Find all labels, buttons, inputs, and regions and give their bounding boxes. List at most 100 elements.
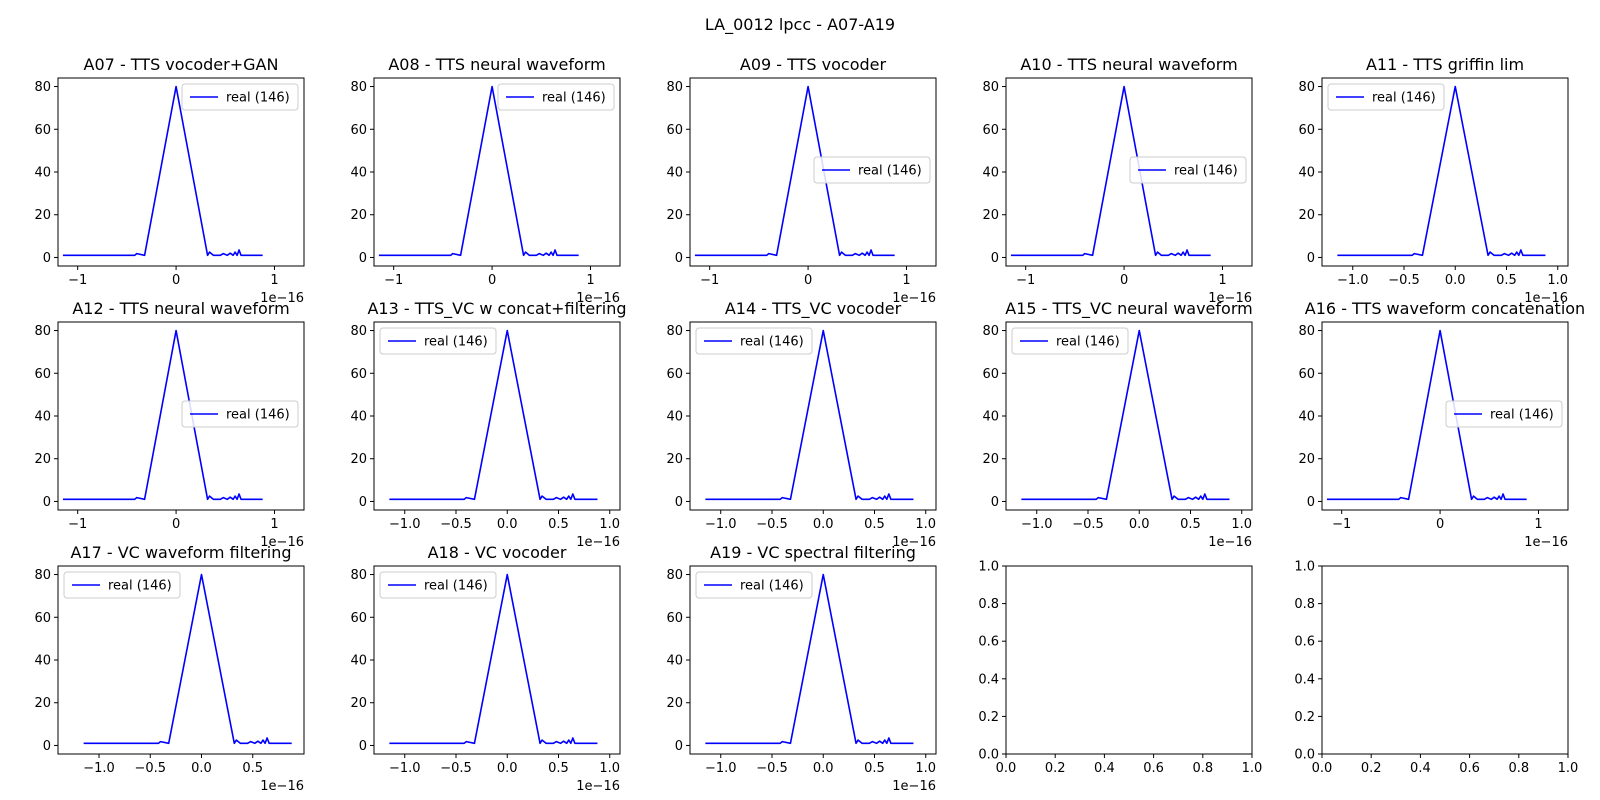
legend-label: real (146) xyxy=(542,91,606,106)
legend-box xyxy=(63,571,181,599)
subplot-13: A19 - VC spectral filtering −1.0 −0.5 0.0 0.… xyxy=(666,543,937,794)
y-tick-label: 0 xyxy=(991,495,999,510)
x-tick-label: 0 xyxy=(488,273,496,288)
y-tick-label: 0.4 xyxy=(1294,672,1315,687)
axes-frame xyxy=(689,77,937,267)
legend-box xyxy=(181,400,299,428)
x-offset-label: 1e−16 xyxy=(892,779,936,794)
subplot-title: A08 - TTS neural waveform xyxy=(388,55,605,74)
y-tick-label: 20 xyxy=(350,452,367,467)
x-tick-label: 0 xyxy=(1436,517,1444,532)
legend-box xyxy=(181,83,299,111)
x-tick-label: 0.0 xyxy=(813,761,834,776)
x-tick-label: −0.5 xyxy=(440,761,472,776)
axes-frame xyxy=(1321,565,1569,755)
y-tick-label: 20 xyxy=(1298,452,1315,467)
series-line xyxy=(62,329,263,501)
x-tick-label: 0.0 xyxy=(813,517,834,532)
x-tick-label: 1 xyxy=(586,273,594,288)
x-offset-label: 1e−16 xyxy=(260,291,304,306)
legend-label: real (146) xyxy=(108,579,172,594)
axes-frame xyxy=(1005,565,1253,755)
y-tick-label: 0 xyxy=(359,251,367,266)
y-tick-label: 60 xyxy=(350,611,367,626)
y-tick-label: 0.2 xyxy=(978,710,999,725)
x-tick-label: 0.6 xyxy=(1143,761,1164,776)
y-tick-label: 20 xyxy=(1298,208,1315,223)
y-tick-label: 80 xyxy=(666,80,683,95)
legend: real (146) xyxy=(379,327,497,355)
legend: real (146) xyxy=(695,327,813,355)
y-tick-label: 20 xyxy=(982,208,999,223)
y-tick-label: 80 xyxy=(350,324,367,339)
y-tick-label: 60 xyxy=(34,611,51,626)
y-tick-label: 0 xyxy=(359,495,367,510)
y-tick-label: 0.6 xyxy=(978,635,999,650)
x-tick-label: 0.0 xyxy=(1129,517,1150,532)
y-tick-label: 40 xyxy=(1298,166,1315,181)
x-tick-label: 0.0 xyxy=(191,761,212,776)
axes-frame xyxy=(57,77,305,267)
legend-label: real (146) xyxy=(1372,91,1436,106)
subplot-title: A17 - VC waveform filtering xyxy=(70,543,291,562)
x-tick-label: 0.0 xyxy=(1445,273,1466,288)
x-tick-label: −0.5 xyxy=(1072,517,1104,532)
x-tick-label: 1.0 xyxy=(1231,517,1252,532)
y-tick-label: 40 xyxy=(1298,410,1315,425)
x-tick-label: −0.5 xyxy=(756,517,788,532)
subplot-3: A09 - TTS vocoder−1 0 10204060801e−16real … xyxy=(666,55,937,306)
y-tick-label: 20 xyxy=(34,696,51,711)
y-tick-label: 80 xyxy=(350,80,367,95)
x-tick-label: 0.5 xyxy=(242,761,263,776)
subplot-title: A12 - TTS neural waveform xyxy=(72,299,289,318)
subplot-7: A13 - TTS_VC w concat+filtering −1.0 −0.5 0… xyxy=(350,299,626,550)
subplot-title: A14 - TTS_VC vocoder xyxy=(725,299,902,319)
x-tick-label: 0.0 xyxy=(497,517,518,532)
subplot-title: A07 - TTS vocoder+GAN xyxy=(84,55,279,74)
figure-title: LA_0012 lpcc - A07-A19 xyxy=(705,15,895,35)
series-line xyxy=(389,329,598,501)
legend: real (146) xyxy=(695,571,813,599)
y-tick-label: 20 xyxy=(350,208,367,223)
legend: real (146) xyxy=(181,400,299,428)
x-offset-label: 1e−16 xyxy=(1208,291,1252,306)
y-tick-label: 80 xyxy=(350,568,367,583)
y-tick-label: 40 xyxy=(350,166,367,181)
x-tick-label: 0.5 xyxy=(548,761,569,776)
x-tick-label: −1 xyxy=(384,273,403,288)
series-line xyxy=(705,329,914,501)
x-tick-label: 1 xyxy=(1534,517,1542,532)
y-tick-label: 80 xyxy=(1298,324,1315,339)
subplot-11: A17 - VC waveform filtering −1.0 −0.5 0.0 0.… xyxy=(34,543,305,794)
legend-label: real (146) xyxy=(424,579,488,594)
y-tick-label: 40 xyxy=(982,410,999,425)
subplot-15: 0.0 0.2 0.4 0.6 0.8 1.0 0.0 0.2 0.4 0.6 0.8 1.0 xyxy=(1294,560,1578,777)
legend: real (146) xyxy=(63,571,181,599)
y-tick-label: 0.0 xyxy=(978,748,999,763)
x-tick-label: 0.5 xyxy=(864,517,885,532)
x-tick-label: 0.0 xyxy=(497,761,518,776)
legend-label: real (146) xyxy=(1174,164,1238,179)
legend-box xyxy=(695,571,813,599)
y-tick-label: 60 xyxy=(1298,123,1315,138)
y-tick-label: 80 xyxy=(982,80,999,95)
x-offset-label: 1e−16 xyxy=(576,535,620,550)
x-tick-label: 1 xyxy=(902,273,910,288)
y-tick-label: 1.0 xyxy=(978,560,999,575)
x-tick-label: 1 xyxy=(270,273,278,288)
x-tick-label: 1 xyxy=(1218,273,1226,288)
axes-frame xyxy=(1321,77,1569,267)
y-tick-label: 60 xyxy=(1298,367,1315,382)
y-tick-label: 40 xyxy=(34,654,51,669)
x-offset-label: 1e−16 xyxy=(892,535,936,550)
y-tick-label: 40 xyxy=(982,166,999,181)
y-tick-label: 40 xyxy=(350,654,367,669)
y-tick-label: 0 xyxy=(43,495,51,510)
x-tick-label: 0.8 xyxy=(1508,761,1529,776)
x-tick-label: −1.0 xyxy=(705,761,737,776)
subplot-title: A09 - TTS vocoder xyxy=(740,55,887,74)
legend-box xyxy=(1445,400,1563,428)
x-tick-label: −1 xyxy=(68,273,87,288)
y-tick-label: 40 xyxy=(34,166,51,181)
axes-frame xyxy=(689,321,937,511)
